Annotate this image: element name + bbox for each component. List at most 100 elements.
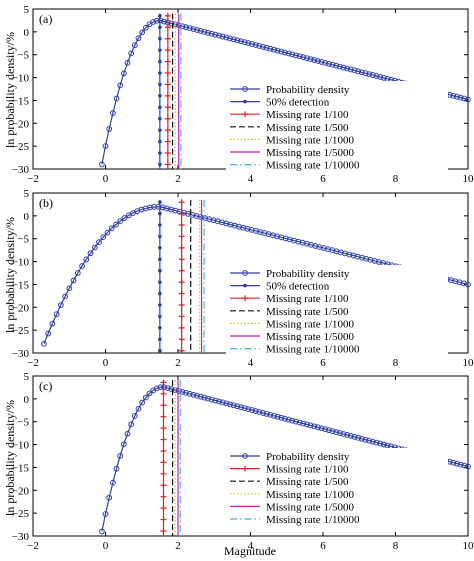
legend-marker: [242, 86, 248, 92]
probability-density-marker: [234, 403, 241, 410]
probability-density-marker: [293, 418, 299, 425]
probability-density-marker: [146, 390, 153, 397]
probability-density-marker: [369, 72, 376, 78]
probability-density-marker: [271, 412, 277, 419]
threshold-marker: [160, 390, 167, 397]
threshold-marker: [158, 82, 162, 87]
threshold-marker: [164, 161, 171, 168]
y-tick-label: −10: [12, 440, 30, 452]
probability-density-marker: [311, 57, 318, 63]
probability-density-marker: [120, 441, 127, 448]
probability-density-marker: [256, 409, 263, 415]
probability-density-marker: [355, 434, 362, 441]
probability-density-marker: [380, 441, 387, 448]
probability-density-marker: [282, 415, 288, 422]
legend-label: Missing rate 1/100: [266, 293, 349, 305]
threshold-marker: [160, 470, 167, 477]
probability-density-marker: [227, 35, 233, 42]
probability-density-marker: [347, 66, 354, 73]
y-tick-label: −10: [12, 257, 30, 269]
x-tick-label: 4: [248, 357, 254, 369]
threshold-marker: [160, 459, 167, 466]
y-axis-label-c: ln probability density/%: [3, 400, 17, 516]
legend-label: Probability density: [266, 451, 350, 463]
threshold-marker: [158, 337, 162, 342]
probability-density-marker: [117, 82, 124, 89]
threshold-marker: [164, 150, 171, 156]
probability-density-marker: [344, 65, 351, 72]
x-tick-label: 4: [248, 173, 254, 185]
probability-density-marker: [278, 48, 285, 55]
probability-density-marker: [241, 39, 248, 46]
probability-density-marker: [314, 58, 321, 64]
probability-density-marker: [329, 61, 336, 68]
probability-density-marker: [347, 433, 354, 439]
probability-density-marker: [124, 430, 131, 437]
probability-density-marker: [311, 423, 318, 430]
probability-density-marker: [325, 427, 332, 434]
probability-density-marker: [150, 19, 157, 25]
probability-density-marker: [296, 53, 303, 60]
threshold-marker: [160, 527, 167, 534]
y-tick-label: −5: [17, 417, 29, 429]
probability-density-marker: [139, 29, 146, 36]
panel-label: (c): [39, 379, 52, 393]
probability-density-marker: [457, 461, 464, 468]
probability-density-marker: [377, 74, 384, 80]
probability-density-marker: [79, 263, 85, 269]
legend-label: Missing rate 1/10000: [266, 160, 360, 172]
threshold-marker: [164, 35, 171, 42]
probability-density-marker: [300, 420, 307, 427]
legend-label: Probability density: [266, 84, 350, 96]
panel-label: (b): [39, 196, 53, 210]
probability-density-marker: [186, 25, 193, 31]
probability-density-marker: [300, 54, 307, 61]
x-tick-label: 0: [103, 357, 109, 369]
probability-density-marker: [238, 404, 244, 411]
probability-density-marker: [190, 26, 197, 32]
probability-density-marker: [340, 64, 347, 71]
probability-density-marker: [293, 52, 299, 59]
legend-label: Missing rate 1/500: [266, 306, 349, 318]
chart-panel-a: 50−5−10−15−20−25−30−2 0 2 4 6 8 10(a)Probabili…: [12, 4, 474, 185]
threshold-marker: [158, 162, 162, 167]
probability-density-marker: [454, 93, 460, 100]
probability-density-marker: [314, 424, 321, 431]
y-tick-label: 5: [24, 188, 30, 200]
probability-density-marker: [183, 24, 189, 31]
y-tick-label: 5: [24, 371, 30, 383]
legend-label: Missing rate 1/500: [266, 476, 349, 488]
probability-density-marker: [461, 95, 468, 102]
y-tick-label: −30: [12, 164, 30, 176]
probability-density-marker: [260, 410, 266, 416]
probability-density-marker: [183, 389, 189, 396]
probability-density-marker: [274, 47, 281, 54]
probability-density-marker: [362, 70, 369, 77]
probability-density-marker: [106, 494, 113, 501]
threshold-marker: [164, 138, 171, 145]
y-tick-label: −25: [12, 325, 30, 337]
y-tick-label: −20: [12, 118, 30, 130]
probability-density-marker: [201, 394, 208, 401]
y-tick-label: −25: [12, 141, 30, 153]
probability-density-marker: [304, 421, 310, 428]
probability-density-marker: [135, 405, 142, 412]
y-tick-label: −5: [17, 234, 29, 246]
x-tick-label: 8: [393, 540, 399, 552]
probability-density-marker: [249, 41, 255, 47]
probability-density-marker: [96, 239, 102, 246]
probability-density-marker: [168, 20, 175, 27]
probability-density-marker: [230, 402, 237, 409]
legend-box: [226, 265, 448, 358]
probability-density-marker: [49, 320, 56, 327]
probability-density-marker: [256, 43, 263, 49]
probability-density-marker: [168, 386, 175, 392]
probability-density-marker: [252, 42, 259, 48]
probability-density-marker: [223, 400, 230, 407]
y-tick-label: 0: [24, 211, 30, 223]
probability-density-marker: [307, 56, 314, 63]
probability-density-marker: [161, 384, 168, 391]
